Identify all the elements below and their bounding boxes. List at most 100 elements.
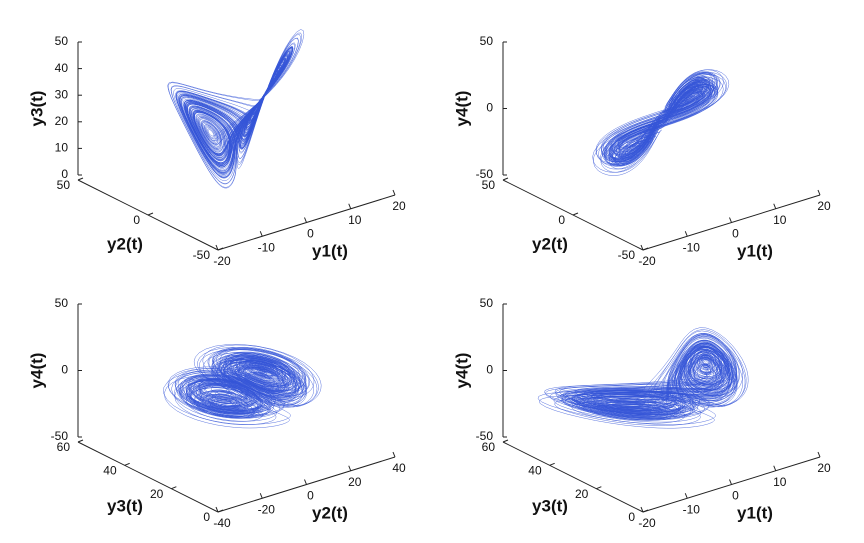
y-tick [502, 439, 509, 443]
y-tick [124, 462, 130, 466]
x-tick [392, 451, 396, 458]
x-tick [773, 203, 777, 209]
y-tick [502, 177, 509, 181]
y-tick-label: 40 [103, 464, 117, 478]
x-tick [640, 506, 644, 513]
x-tick-label: -10 [683, 240, 701, 254]
y-tick-label: 0 [628, 510, 635, 524]
y-axis [77, 441, 219, 513]
x-tick [817, 451, 821, 458]
y-tick-label: -50 [618, 248, 636, 262]
y-axis-label: y3(t) [107, 496, 143, 515]
y-tick-label: 40 [528, 464, 542, 478]
z-tick-label: -50 [51, 429, 69, 443]
y-tick [572, 212, 579, 216]
x-tick-label: 0 [732, 227, 739, 241]
trajectory [167, 29, 305, 189]
trajectory [163, 344, 322, 429]
y-tick [642, 509, 649, 513]
z-tick-label: 30 [55, 87, 69, 101]
z-tick-label: 50 [55, 34, 69, 48]
trajectory [592, 69, 730, 176]
y-tick-label: 50 [57, 178, 71, 192]
z-tick-label: -50 [476, 429, 494, 443]
y-tick-label: 20 [575, 487, 589, 501]
y-tick [77, 177, 84, 181]
x-tick-label: 0 [732, 489, 739, 503]
y-axis-label: y3(t) [532, 496, 568, 515]
x-tick-label: -40 [213, 516, 231, 530]
x-tick-label: 20 [817, 461, 831, 475]
y-tick-label: 20 [150, 487, 164, 501]
x-tick-label: 40 [392, 461, 406, 475]
y-tick-label: 60 [482, 440, 496, 454]
x-tick [684, 493, 688, 499]
x-tick [259, 231, 263, 237]
y-tick-label: 0 [203, 510, 210, 524]
y-tick-label: 60 [57, 440, 71, 454]
x-tick [304, 217, 307, 223]
x-tick [729, 217, 732, 223]
x-tick-label: 20 [392, 199, 406, 213]
y-tick [77, 439, 84, 443]
x-tick-label: -20 [638, 254, 656, 268]
y-tick [217, 509, 224, 513]
y-tick [147, 212, 154, 216]
z-tick-label: -50 [476, 167, 494, 181]
x-axis-label: y1(t) [312, 241, 348, 260]
x-tick [640, 244, 644, 251]
z-axis-label: y4(t) [27, 353, 46, 389]
x-tick-label: -20 [638, 516, 656, 530]
x-tick-label: 10 [773, 213, 787, 227]
x-tick-label: -10 [258, 240, 276, 254]
y-tick [596, 486, 602, 490]
z-tick-label: 10 [55, 141, 69, 155]
z-tick-label: 20 [55, 114, 69, 128]
y-axis [502, 441, 644, 513]
x-tick-label: -10 [683, 502, 701, 516]
x-tick-label: 0 [307, 227, 314, 241]
y-axis-label: y2(t) [107, 234, 143, 253]
x-tick-label: 20 [817, 199, 831, 213]
x-axis-label: y2(t) [312, 503, 348, 522]
y-tick-label: 0 [133, 213, 140, 227]
x-tick-label: 10 [348, 213, 362, 227]
x-axis-label: y1(t) [737, 241, 773, 260]
z-axis-label: y4(t) [452, 91, 471, 127]
z-tick-label: 50 [55, 296, 69, 310]
y-tick-label: -50 [193, 248, 211, 262]
y-tick-label: 50 [482, 178, 496, 192]
y-tick [217, 247, 224, 251]
x-tick [729, 479, 732, 485]
x-tick-label: 20 [348, 475, 362, 489]
y-axis-label: y2(t) [532, 234, 568, 253]
x-tick [215, 244, 219, 251]
z-tick-label: 0 [486, 101, 493, 115]
x-tick [392, 189, 396, 196]
z-axis-label: y4(t) [452, 353, 471, 389]
x-tick [684, 231, 688, 237]
x-tick [215, 506, 219, 513]
x-tick-label: 10 [773, 475, 787, 489]
x-tick-label: -20 [258, 502, 276, 516]
z-axis-label: y3(t) [27, 91, 46, 127]
x-tick [773, 465, 777, 471]
z-tick-label: 0 [61, 167, 68, 181]
x-tick [348, 203, 352, 209]
z-tick-label: 40 [55, 61, 69, 75]
x-tick [817, 189, 821, 196]
y-tick [642, 247, 649, 251]
trajectory [537, 327, 749, 429]
x-tick-label: 0 [307, 489, 314, 503]
y-tick [549, 462, 555, 466]
y-tick [171, 486, 177, 490]
x-axis-label: y1(t) [737, 503, 773, 522]
z-tick-label: 50 [480, 296, 494, 310]
z-tick-label: 0 [61, 363, 68, 377]
z-tick-label: 0 [486, 363, 493, 377]
x-tick-label: -20 [213, 254, 231, 268]
x-tick [259, 493, 263, 499]
y-tick-label: 0 [558, 213, 565, 227]
x-tick [348, 465, 352, 471]
